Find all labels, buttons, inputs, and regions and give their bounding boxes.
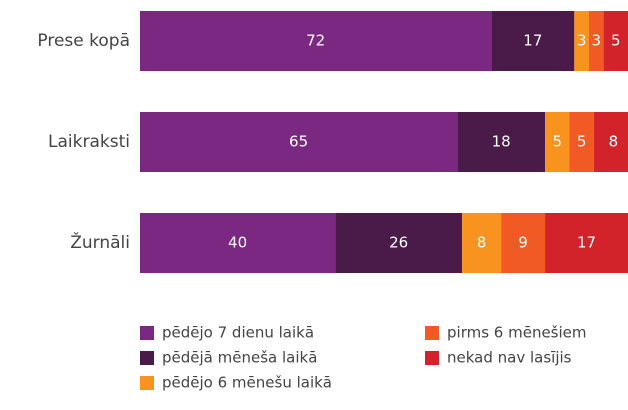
category-label: Prese kopā xyxy=(37,31,130,51)
bar-segment xyxy=(462,213,502,273)
bar-segment xyxy=(140,11,492,71)
bar-segment xyxy=(457,112,546,172)
bar-segment xyxy=(491,11,575,71)
bar-segment xyxy=(545,112,570,172)
category-label: Laikraksti xyxy=(48,132,130,152)
bar-segment xyxy=(588,11,604,71)
data-label: 8 xyxy=(477,234,487,252)
bar-segment xyxy=(593,112,628,172)
legend-label: nekad nav lasījis xyxy=(447,349,572,367)
data-label: 5 xyxy=(552,133,562,151)
bar-segment xyxy=(569,112,594,172)
category-label: Žurnāli xyxy=(70,231,130,253)
legend-swatch xyxy=(140,376,154,390)
legend-label: pēdējo 6 mēnešu laikā xyxy=(162,374,332,392)
bar-segment xyxy=(140,112,458,172)
data-label: 17 xyxy=(577,234,596,252)
data-label: 3 xyxy=(592,32,602,50)
legend-swatch xyxy=(140,326,154,340)
legend-label: pirms 6 mēnešiem xyxy=(447,324,587,342)
data-label: 8 xyxy=(609,133,619,151)
data-label: 40 xyxy=(228,234,247,252)
data-label: 17 xyxy=(523,32,542,50)
data-label: 9 xyxy=(518,234,528,252)
legend-swatch xyxy=(425,351,439,365)
data-label: 3 xyxy=(577,32,587,50)
bar-segment xyxy=(335,213,463,273)
bar-segment xyxy=(545,213,628,273)
data-label: 5 xyxy=(577,133,587,151)
data-label: 5 xyxy=(611,32,621,50)
data-label: 65 xyxy=(289,133,308,151)
data-label: 72 xyxy=(306,32,325,50)
legend-swatch xyxy=(425,326,439,340)
bar-segment xyxy=(603,11,628,71)
data-label: 26 xyxy=(389,234,408,252)
bar-segment xyxy=(574,11,589,71)
legend-label: pēdējo 7 dienu laikā xyxy=(162,324,314,342)
legend-label: pēdējā mēneša laikā xyxy=(162,349,317,367)
bar-segment xyxy=(140,213,336,273)
data-label: 18 xyxy=(492,133,511,151)
bar-segment xyxy=(501,213,546,273)
legend-swatch xyxy=(140,351,154,365)
